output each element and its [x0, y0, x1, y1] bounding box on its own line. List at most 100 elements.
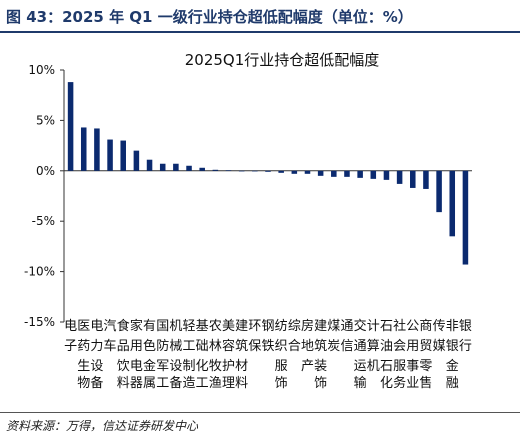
x-tick-label-part: 基 [196, 319, 209, 334]
x-tick-label-part: 制 [183, 359, 196, 374]
x-tick-label-part: 料 [235, 376, 248, 391]
x-tick-label-part: 铁 [261, 339, 274, 354]
x-tick-label-part: 零 [419, 359, 432, 374]
bar-农林牧渔 [212, 169, 219, 171]
x-tick-label-part: 融 [446, 376, 459, 391]
bar-商贸零售 [423, 170, 429, 189]
bar-汽车 [107, 139, 113, 171]
y-tick-label: 0% [36, 164, 55, 178]
y-tick-label: -5% [32, 214, 55, 228]
bar-通信 [344, 170, 350, 177]
x-tick-label-part: 家 [130, 318, 143, 334]
x-tick-label-part: 机 [169, 319, 182, 334]
x-tick-label-part: 理 [222, 376, 235, 391]
x-tick-label-part: 力 [90, 339, 103, 354]
bar-交通运输 [357, 170, 363, 178]
x-tick-label-part: 油 [380, 339, 393, 354]
x-tick-label-part: 工 [196, 376, 209, 391]
bar-环保 [252, 170, 258, 172]
x-tick-label-part: 械 [169, 339, 182, 354]
x-tick-label-part: 计 [367, 319, 380, 334]
x-tick-label-part: 础 [196, 339, 209, 354]
x-tick-label-part: 轻 [183, 319, 196, 334]
x-tick-label-part: 会 [393, 339, 406, 354]
x-tick-label-part: 环 [248, 319, 261, 334]
x-tick-label-part: 用 [130, 339, 143, 354]
bar-非银金融 [449, 170, 456, 237]
bar-layer [67, 82, 469, 265]
y-tick-label: -15% [24, 315, 55, 329]
x-tick-label-part: 用 [406, 339, 419, 354]
x-tick-label-part: 电 [90, 319, 103, 334]
bar-基础化工 [199, 167, 205, 171]
x-tick-label-综合: 综合 [288, 319, 301, 354]
x-tick-label-part: 备 [169, 375, 182, 391]
bar-有色金属 [146, 159, 153, 171]
x-tick-label-part: 织 [275, 339, 288, 354]
x-tick-label-part: 色 [143, 338, 156, 354]
x-tick-label-part: 地 [301, 339, 314, 354]
x-tick-label-part: 煤 [327, 319, 340, 334]
x-tick-label-part: 食 [117, 318, 130, 334]
x-tick-label-part: 工 [183, 339, 196, 354]
x-tick-label-part: 备 [90, 375, 103, 391]
x-tick-label-part: 筑 [235, 338, 248, 354]
x-tick-label-part: 国 [156, 319, 169, 334]
x-tick-label-part: 设 [169, 359, 182, 374]
x-tick-label-part: 美 [222, 319, 235, 334]
bar-综合 [291, 170, 298, 174]
x-tick-label-part: 有 [143, 319, 156, 334]
x-tick-label-part: 社 [393, 318, 406, 334]
x-tick-label-part: 设 [90, 359, 103, 374]
x-tick-label-part: 产 [301, 359, 314, 374]
y-tick-label: 10% [28, 63, 55, 77]
x-tick-label-part: 农 [209, 319, 222, 334]
x-tick-label-part: 化 [196, 359, 209, 374]
x-tick-label-汽车: 汽车 [104, 319, 117, 354]
x-tick-label-part: 器 [130, 376, 143, 391]
x-tick-label-part: 纺 [275, 319, 288, 334]
x-tick-label-part: 通 [354, 339, 367, 354]
x-tick-label-part: 属 [143, 376, 156, 391]
x-tick-label-part: 石 [380, 319, 393, 334]
bar-钢铁 [265, 170, 271, 172]
x-tick-label-part: 保 [248, 339, 261, 354]
x-tick-label-钢铁: 钢铁 [261, 319, 274, 354]
chart-title: 2025Q1行业持仓超低配幅度 [185, 51, 380, 69]
x-tick-label-part: 运 [354, 359, 367, 374]
bar-轻工制造 [186, 165, 192, 171]
x-tick-label-part: 车 [104, 338, 117, 354]
bar-食品饮料 [120, 140, 126, 171]
x-tick-label-part: 金 [446, 358, 459, 374]
x-tick-label-part: 综 [288, 319, 301, 334]
bar-石油石化 [383, 170, 390, 180]
x-tick-label-part: 房 [301, 318, 314, 334]
x-tick-label-part: 售 [419, 375, 432, 391]
bar-计算机 [370, 170, 377, 179]
x-tick-label-part: 钢 [261, 319, 274, 334]
x-tick-label-part: 饰 [314, 376, 327, 391]
x-tick-label-part: 牧 [209, 359, 222, 374]
x-tick-label-part: 建 [235, 319, 248, 334]
x-tick-label-part: 渔 [209, 376, 222, 391]
x-tick-label-part: 工 [156, 376, 169, 391]
x-tick-label-part: 公 [406, 319, 419, 334]
x-tick-label-part: 物 [77, 376, 90, 391]
x-tick-label-part: 林 [209, 339, 222, 354]
x-tick-label-环保: 环保 [248, 319, 261, 354]
x-tick-label-part: 银 [446, 339, 459, 354]
